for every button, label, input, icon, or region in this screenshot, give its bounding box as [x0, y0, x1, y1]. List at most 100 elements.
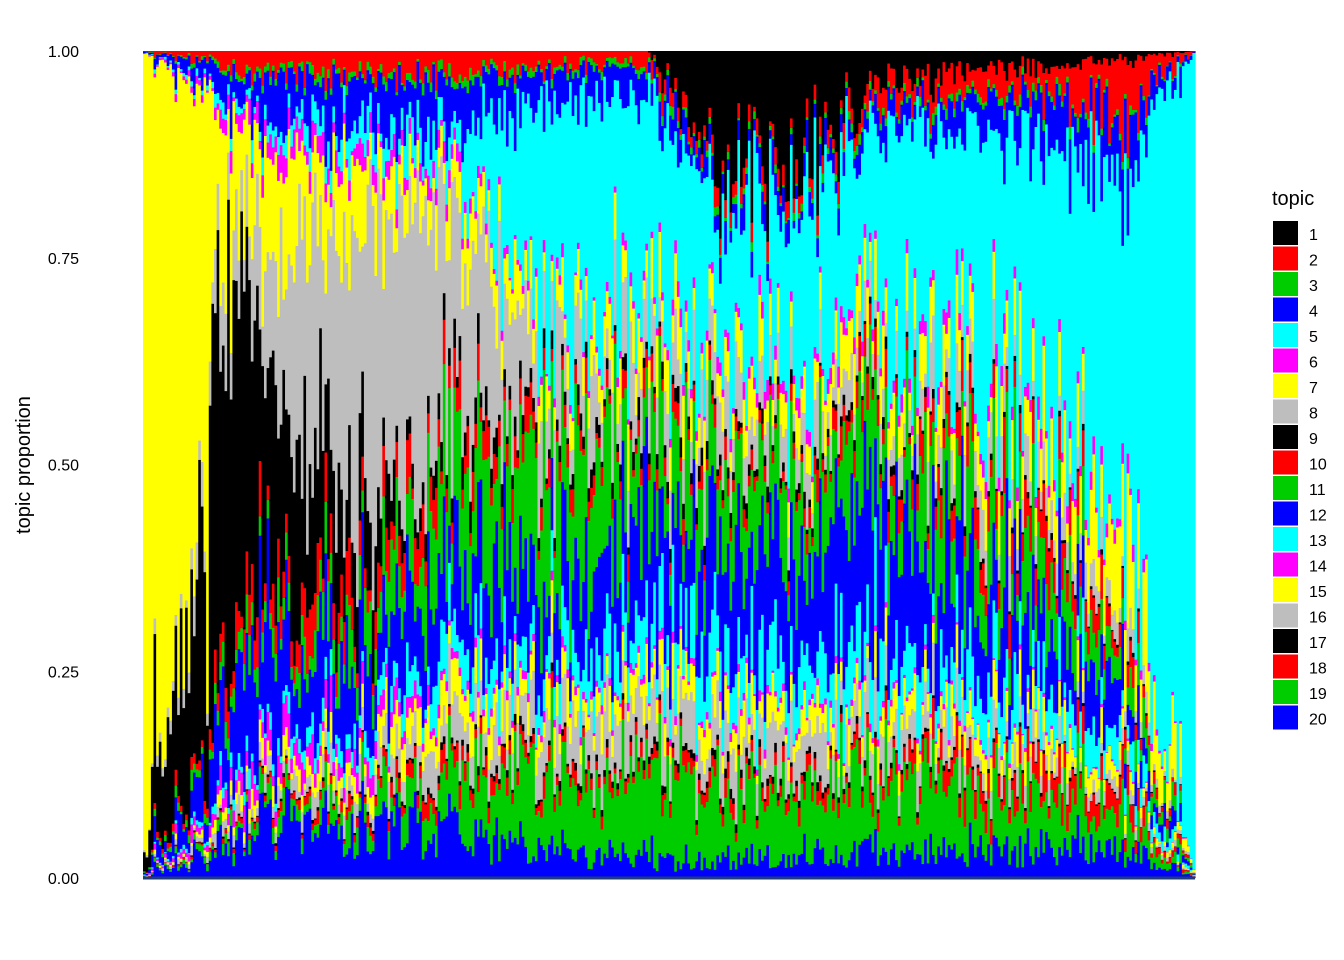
segment-topic-12 — [571, 580, 575, 631]
segment-topic-20 — [232, 866, 236, 879]
segment-topic-8 — [540, 421, 544, 499]
segment-topic-5 — [403, 145, 407, 179]
segment-topic-16 — [295, 775, 299, 800]
segment-topic-5 — [734, 228, 738, 304]
segment-topic-4 — [166, 55, 170, 67]
segment-topic-7 — [277, 180, 281, 318]
segment-topic-17 — [592, 807, 596, 811]
segment-topic-9 — [179, 608, 184, 807]
segment-topic-1 — [750, 51, 754, 223]
bar-84 — [361, 51, 365, 879]
segment-topic-13 — [185, 848, 189, 854]
segment-topic-6 — [271, 147, 276, 166]
segment-topic-11 — [258, 516, 262, 537]
segment-topic-9 — [448, 348, 452, 366]
segment-topic-2 — [416, 51, 420, 60]
segment-topic-16 — [711, 694, 715, 749]
segment-topic-14 — [224, 789, 228, 808]
segment-topic-2 — [316, 51, 320, 74]
segment-topic-14 — [626, 702, 631, 712]
segment-topic-18 — [532, 733, 536, 744]
bar-144 — [519, 51, 523, 879]
segment-topic-11 — [676, 425, 681, 482]
segment-topic-14 — [724, 672, 728, 676]
segment-topic-2 — [776, 168, 781, 188]
segment-topic-11 — [261, 632, 265, 663]
segment-topic-19 — [724, 797, 728, 858]
segment-topic-20 — [311, 841, 315, 879]
segment-topic-5 — [158, 57, 163, 59]
segment-topic-7 — [169, 64, 173, 721]
segment-topic-5 — [198, 77, 202, 81]
segment-topic-20 — [490, 864, 494, 879]
segment-topic-3 — [187, 53, 191, 56]
segment-topic-19 — [534, 815, 539, 862]
segment-topic-15 — [666, 669, 670, 688]
segment-topic-18 — [403, 808, 407, 814]
segment-topic-8 — [469, 269, 473, 503]
segment-topic-20 — [505, 848, 510, 879]
segment-topic-18 — [718, 804, 723, 814]
segment-topic-4 — [661, 126, 665, 152]
segment-topic-11 — [713, 427, 717, 484]
segment-topic-10 — [711, 394, 715, 405]
segment-topic-10 — [676, 403, 681, 426]
segment-topic-11 — [453, 387, 457, 497]
bar-63 — [306, 51, 310, 879]
segment-topic-16 — [708, 749, 712, 768]
segment-topic-14 — [498, 736, 502, 746]
segment-topic-18 — [398, 778, 402, 793]
segment-topic-11 — [221, 641, 226, 667]
segment-topic-6 — [684, 300, 689, 312]
segment-topic-19 — [195, 843, 199, 850]
segment-topic-10 — [282, 571, 286, 599]
segment-topic-9 — [669, 548, 673, 563]
segment-topic-11 — [492, 484, 497, 544]
bar-236 — [761, 51, 765, 879]
segment-topic-8 — [592, 355, 596, 463]
segment-topic-12 — [679, 535, 683, 585]
segment-topic-19 — [479, 733, 483, 820]
segment-topic-11 — [445, 512, 449, 603]
segment-topic-8 — [774, 383, 778, 416]
segment-topic-17 — [629, 735, 633, 743]
segment-topic-7 — [179, 72, 184, 595]
segment-topic-2 — [482, 51, 486, 61]
segment-topic-19 — [192, 832, 197, 840]
segment-topic-16 — [705, 758, 710, 782]
segment-topic-19 — [676, 780, 681, 862]
segment-topic-7 — [498, 184, 502, 222]
segment-topic-9 — [224, 391, 228, 689]
segment-topic-9 — [208, 405, 212, 730]
segment-topic-6 — [387, 160, 391, 181]
segment-topic-18 — [729, 798, 733, 814]
segment-topic-1 — [729, 51, 733, 213]
segment-topic-10 — [597, 437, 602, 448]
segment-topic-6 — [408, 118, 412, 135]
segment-topic-17 — [245, 789, 249, 791]
segment-topic-18 — [440, 749, 444, 773]
segment-topic-15 — [214, 819, 218, 834]
bar-29 — [216, 51, 220, 879]
segment-topic-3 — [148, 52, 152, 54]
segment-topic-10 — [290, 641, 294, 668]
segment-topic-17 — [266, 774, 270, 778]
segment-topic-17 — [724, 768, 728, 779]
segment-topic-5 — [687, 155, 691, 341]
segment-topic-6 — [403, 177, 407, 196]
segment-topic-6 — [450, 144, 454, 160]
segment-topic-6 — [700, 342, 704, 354]
segment-topic-16 — [490, 759, 494, 775]
segment-topic-19 — [471, 807, 475, 857]
segment-topic-14 — [553, 719, 557, 728]
segment-topic-13 — [505, 667, 510, 691]
segment-topic-4 — [411, 84, 415, 118]
segment-topic-16 — [256, 808, 260, 817]
segment-topic-10 — [263, 583, 268, 602]
segment-topic-1 — [653, 51, 657, 56]
segment-topic-5 — [379, 133, 383, 142]
segment-topic-5 — [211, 81, 215, 89]
segment-topic-16 — [164, 859, 168, 863]
segment-topic-8 — [558, 307, 562, 447]
segment-topic-8 — [611, 392, 615, 484]
